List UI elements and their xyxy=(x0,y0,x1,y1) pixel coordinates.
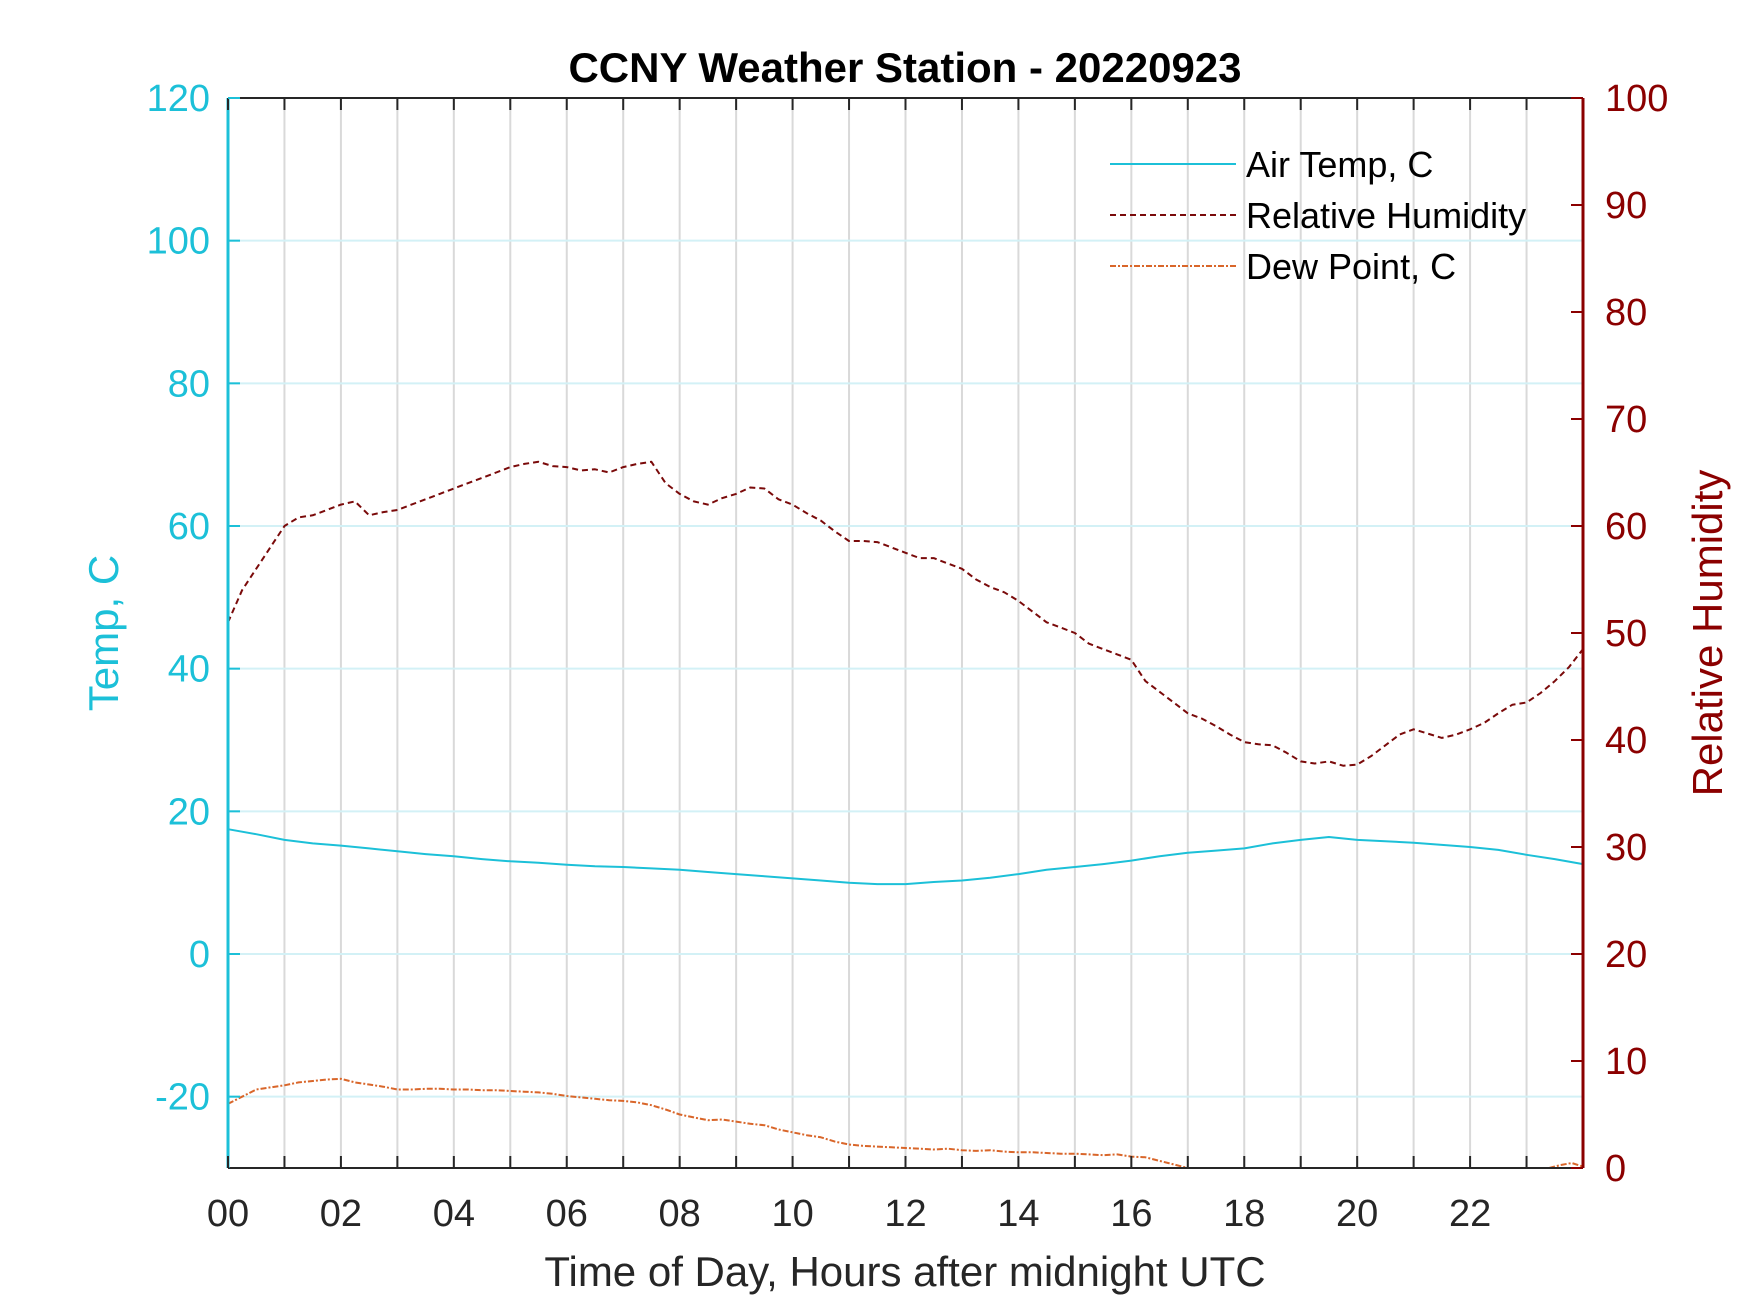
right-tick-label: 10 xyxy=(1605,1041,1647,1083)
left-tick-label: 0 xyxy=(189,934,210,976)
x-tick-label: 06 xyxy=(546,1193,588,1235)
series-line xyxy=(1548,1162,1584,1169)
x-tick-label: 04 xyxy=(433,1193,475,1235)
x-axis-label: Time of Day, Hours after midnight UTC xyxy=(544,1248,1265,1295)
legend-label: Relative Humidity xyxy=(1246,195,1526,236)
right-tick-label: 100 xyxy=(1605,78,1668,120)
x-tick-label: 08 xyxy=(659,1193,701,1235)
right-axis-label: Relative Humidity xyxy=(1684,470,1731,797)
x-tick-label: 12 xyxy=(884,1193,926,1235)
left-tick-label: 100 xyxy=(147,221,210,263)
left-tick-label: 20 xyxy=(168,791,210,833)
right-tick-label: 40 xyxy=(1605,720,1647,762)
legend-label: Air Temp, C xyxy=(1246,144,1433,185)
x-tick-label: 16 xyxy=(1110,1193,1152,1235)
left-tick-label: 120 xyxy=(147,78,210,120)
right-tick-label: 60 xyxy=(1605,506,1647,548)
chart-title: CCNY Weather Station - 20220923 xyxy=(568,44,1241,91)
right-tick-label: 80 xyxy=(1605,292,1647,334)
x-tick-label: 00 xyxy=(207,1193,249,1235)
x-tick-label: 02 xyxy=(320,1193,362,1235)
right-tick-label: 90 xyxy=(1605,185,1647,227)
series-lines xyxy=(227,460,1584,1169)
right-tick-label: 70 xyxy=(1605,399,1647,441)
right-tick-label: 30 xyxy=(1605,827,1647,869)
grid-lines xyxy=(228,98,1583,1168)
left-tick-label: 60 xyxy=(168,506,210,548)
x-tick-label: 20 xyxy=(1336,1193,1378,1235)
legend: Air Temp, C Relative Humidity Dew Point, C xyxy=(1110,144,1526,287)
left-tick-label: 40 xyxy=(168,649,210,691)
left-axis-label: Temp, C xyxy=(80,555,127,711)
right-tick-label: 50 xyxy=(1605,613,1647,655)
x-tick-label: 18 xyxy=(1223,1193,1265,1235)
legend-label: Dew Point, C xyxy=(1246,246,1456,287)
axis-labels: CCNY Weather Station - 20220923 Time of … xyxy=(80,44,1731,1295)
x-tick-label: 22 xyxy=(1449,1193,1491,1235)
right-tick-label: 0 xyxy=(1605,1148,1626,1190)
right-tick-label: 20 xyxy=(1605,934,1647,976)
axes: 00 02 04 06 08 10 12 14 16 18 20 22-200204060801001… xyxy=(147,78,1669,1235)
x-tick-label: 10 xyxy=(771,1193,813,1235)
series-line xyxy=(227,828,1584,886)
x-tick-label: 14 xyxy=(997,1193,1039,1235)
series-line xyxy=(227,460,1584,767)
left-tick-label: -20 xyxy=(155,1077,210,1119)
series-line xyxy=(227,1077,1200,1169)
left-tick-label: 80 xyxy=(168,363,210,405)
